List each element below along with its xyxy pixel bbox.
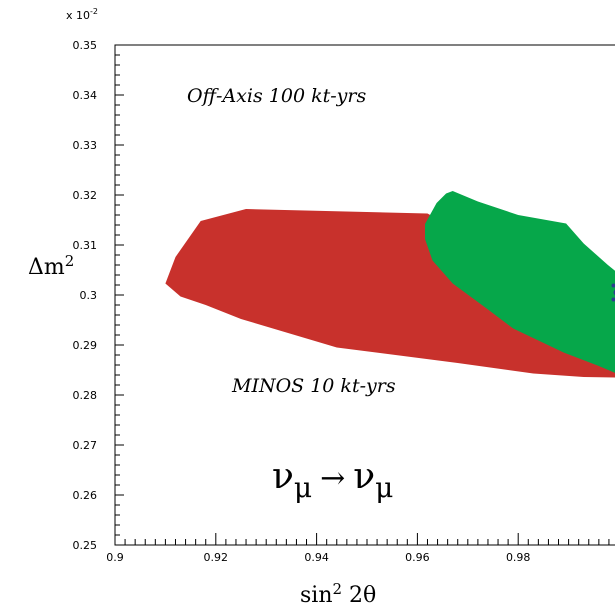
minos-contour-region (165, 209, 615, 378)
scale-factor-label: x 10-2 (66, 7, 98, 22)
x-tick-label: 0.96 (405, 551, 430, 564)
x-tick-label: 0.9 (106, 551, 124, 564)
y-tick-label: 0.33 (73, 139, 98, 152)
y-tick-label: 0.26 (73, 489, 98, 502)
x-tick-label: 0.92 (204, 551, 229, 564)
y-tick-label: 0.35 (73, 39, 98, 52)
y-tick-label: 0.27 (73, 439, 98, 452)
y-axis-title: Δm2 (28, 252, 74, 280)
y-tick-label: 0.25 (73, 539, 98, 552)
y-tick-label: 0.3 (80, 289, 98, 302)
off-axis-contour-region (425, 191, 615, 373)
y-axis: 0.25 0.26 0.27 0.28 0.29 0.3 0.31 0.32 0.33 0.34 0… (73, 39, 124, 552)
y-tick-label: 0.34 (73, 89, 98, 102)
off-axis-annotation: Off-Axis 100 kt-yrs (187, 85, 366, 107)
y-tick-label: 0.28 (73, 389, 98, 402)
y-tick-label: 0.32 (73, 189, 98, 202)
x-axis-title: sin2 2θ (300, 580, 376, 608)
x-tick-label: 0.98 (506, 551, 531, 564)
x-tick-label: 0.94 (304, 551, 329, 564)
y-tick-label: 0.29 (73, 339, 98, 352)
minos-annotation: MINOS 10 kt-yrs (231, 375, 396, 397)
channel-label: νμ → νμ (272, 456, 393, 504)
x-axis: 0.9 0.92 0.94 0.96 0.98 (106, 533, 610, 564)
y-tick-label: 0.31 (73, 239, 98, 252)
best-fit-dot (611, 297, 615, 302)
best-fit-dot (611, 283, 615, 288)
